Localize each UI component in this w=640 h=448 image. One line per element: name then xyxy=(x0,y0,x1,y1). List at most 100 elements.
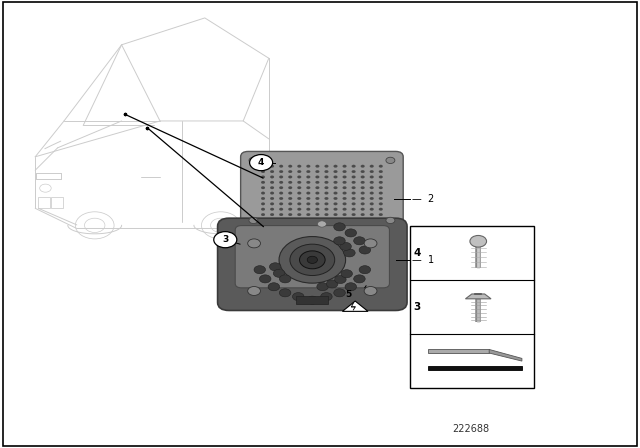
Circle shape xyxy=(324,170,328,173)
Circle shape xyxy=(324,208,328,211)
Circle shape xyxy=(352,186,356,189)
Circle shape xyxy=(334,223,346,231)
Bar xyxy=(38,197,50,208)
Text: 222688: 222688 xyxy=(452,424,489,434)
Circle shape xyxy=(288,170,292,173)
Circle shape xyxy=(361,165,365,168)
Circle shape xyxy=(298,170,301,173)
Circle shape xyxy=(370,181,374,184)
Circle shape xyxy=(261,176,265,178)
Circle shape xyxy=(279,237,346,283)
Circle shape xyxy=(298,213,301,216)
Circle shape xyxy=(352,176,356,178)
Circle shape xyxy=(307,170,310,173)
Circle shape xyxy=(316,208,319,211)
Text: —  1: — 1 xyxy=(412,255,434,265)
Circle shape xyxy=(288,208,292,211)
Circle shape xyxy=(370,176,374,178)
Circle shape xyxy=(324,213,328,216)
Circle shape xyxy=(298,165,301,168)
Circle shape xyxy=(333,237,345,245)
Circle shape xyxy=(470,236,486,247)
Circle shape xyxy=(270,208,274,211)
Circle shape xyxy=(361,202,365,205)
Circle shape xyxy=(379,213,383,216)
Circle shape xyxy=(288,181,292,184)
Circle shape xyxy=(324,165,328,168)
Bar xyxy=(410,226,534,388)
Circle shape xyxy=(352,165,356,168)
Circle shape xyxy=(270,192,274,194)
Circle shape xyxy=(279,192,283,194)
Circle shape xyxy=(280,275,291,283)
Circle shape xyxy=(288,192,292,194)
Circle shape xyxy=(316,202,319,205)
Circle shape xyxy=(250,155,273,171)
Circle shape xyxy=(316,197,319,200)
Circle shape xyxy=(261,181,265,184)
Circle shape xyxy=(361,213,365,216)
Circle shape xyxy=(279,176,283,178)
Circle shape xyxy=(307,296,318,304)
Circle shape xyxy=(333,213,337,216)
Circle shape xyxy=(379,197,383,200)
Circle shape xyxy=(324,186,328,189)
Circle shape xyxy=(261,192,265,194)
Circle shape xyxy=(261,165,265,168)
Circle shape xyxy=(261,186,265,189)
Circle shape xyxy=(288,197,292,200)
Circle shape xyxy=(261,170,265,173)
Circle shape xyxy=(333,192,337,194)
Circle shape xyxy=(370,165,374,168)
Circle shape xyxy=(379,192,383,194)
Circle shape xyxy=(379,202,383,205)
Circle shape xyxy=(270,165,274,168)
Circle shape xyxy=(386,157,395,164)
Circle shape xyxy=(270,202,274,205)
Circle shape xyxy=(334,289,346,297)
Circle shape xyxy=(333,170,337,173)
Polygon shape xyxy=(489,349,522,361)
Circle shape xyxy=(298,192,301,194)
Circle shape xyxy=(288,213,292,216)
Circle shape xyxy=(324,192,328,194)
Circle shape xyxy=(261,202,265,205)
Circle shape xyxy=(279,197,283,200)
Circle shape xyxy=(321,293,332,301)
Circle shape xyxy=(307,165,310,168)
Circle shape xyxy=(342,197,346,200)
Circle shape xyxy=(370,213,374,216)
Circle shape xyxy=(279,181,283,184)
Circle shape xyxy=(370,192,374,194)
Text: 3: 3 xyxy=(222,235,228,244)
Bar xyxy=(428,349,489,353)
Circle shape xyxy=(379,208,383,211)
Circle shape xyxy=(248,239,260,248)
Bar xyxy=(428,366,522,370)
Circle shape xyxy=(345,283,356,291)
Bar xyxy=(51,197,63,208)
Circle shape xyxy=(333,202,337,205)
Circle shape xyxy=(379,176,383,178)
Circle shape xyxy=(307,208,310,211)
Text: 5: 5 xyxy=(345,290,351,299)
Circle shape xyxy=(298,208,301,211)
Circle shape xyxy=(370,208,374,211)
Circle shape xyxy=(298,197,301,200)
Circle shape xyxy=(333,181,337,184)
Text: 4: 4 xyxy=(413,248,421,258)
Circle shape xyxy=(316,170,319,173)
Circle shape xyxy=(292,293,304,301)
Circle shape xyxy=(279,170,283,173)
Circle shape xyxy=(279,186,283,189)
Circle shape xyxy=(307,192,310,194)
Circle shape xyxy=(270,213,274,216)
Circle shape xyxy=(370,170,374,173)
Circle shape xyxy=(307,256,317,263)
Circle shape xyxy=(269,263,281,271)
FancyBboxPatch shape xyxy=(236,226,390,288)
Circle shape xyxy=(290,244,335,276)
Circle shape xyxy=(279,213,283,216)
Circle shape xyxy=(342,170,346,173)
Circle shape xyxy=(361,181,365,184)
